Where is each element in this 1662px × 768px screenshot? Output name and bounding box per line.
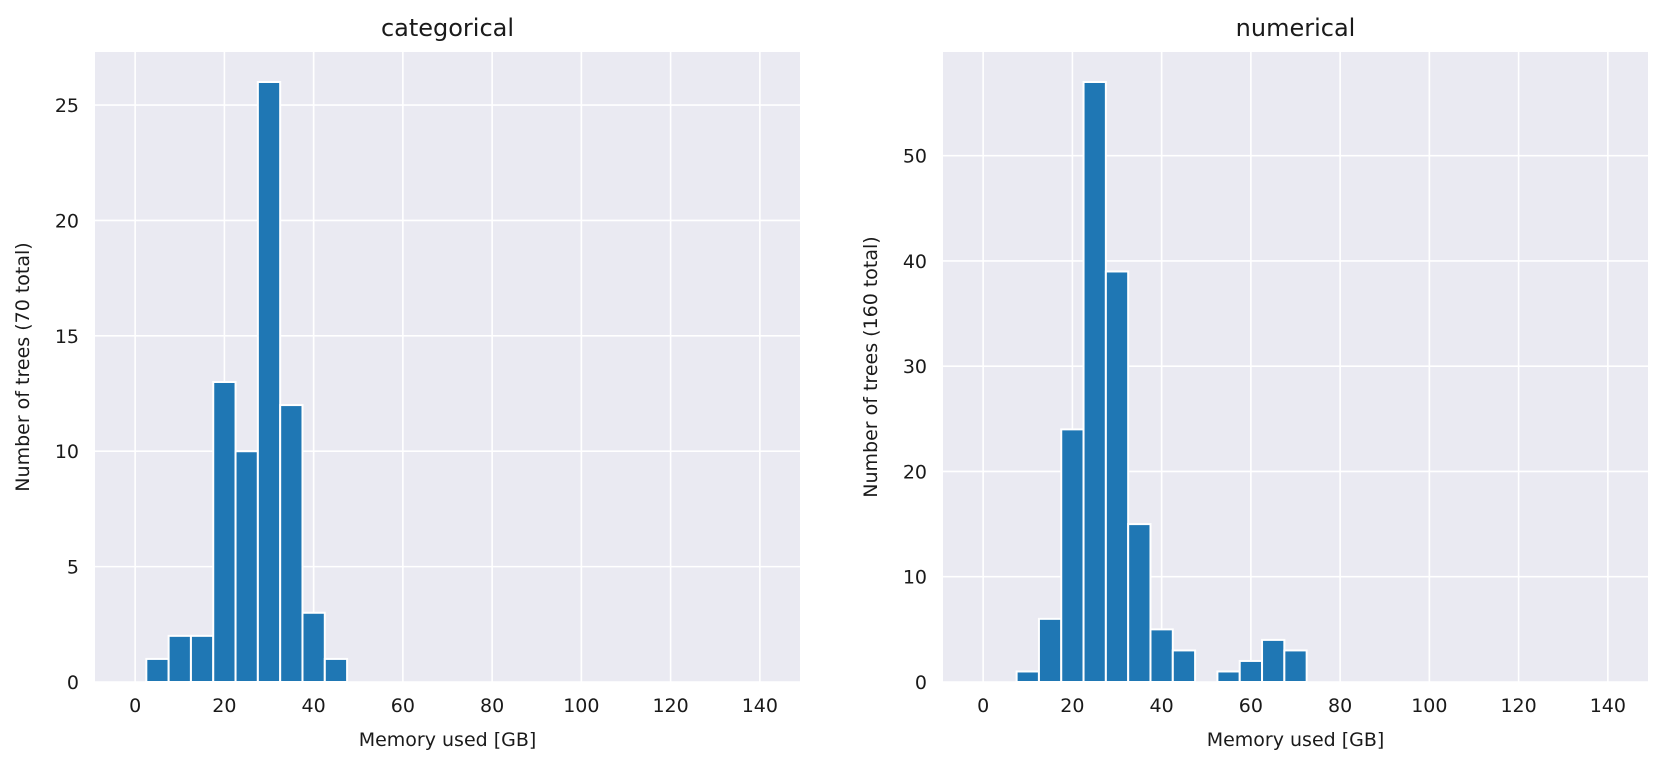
histogram-bar	[212, 381, 237, 683]
chart-panel-numerical: 0 20 40 60 80 100 120 140 0 10 20 30 40 50 numerical…	[860, 14, 1648, 751]
x-tick-label: 40	[302, 695, 326, 717]
histogram-bar	[323, 657, 349, 684]
x-tick-label: 20	[1060, 695, 1084, 717]
y-tick-label: 10	[55, 441, 79, 463]
chart-title: numerical	[1236, 14, 1356, 42]
histogram-bar	[1149, 628, 1174, 683]
x-tick-label: 100	[563, 695, 599, 717]
x-tick-label: 120	[652, 695, 688, 717]
histogram-bar	[1127, 523, 1152, 684]
histogram-bar	[256, 81, 282, 683]
histogram-bar	[145, 657, 170, 684]
y-tick-label: 0	[915, 672, 927, 694]
histogram-bar	[1037, 617, 1063, 683]
x-axis-label: Memory used [GB]	[359, 729, 537, 751]
x-tick-label: 60	[391, 695, 415, 717]
y-tick-labels: 0 5 10 15 20 25	[55, 95, 79, 694]
plot-area	[95, 52, 800, 682]
histogram-bar	[1283, 649, 1308, 684]
x-tick-label: 40	[1150, 695, 1174, 717]
x-tick-label: 100	[1411, 695, 1447, 717]
y-tick-label: 30	[903, 356, 927, 378]
y-tick-label: 25	[55, 95, 79, 117]
y-tick-label: 20	[55, 210, 79, 232]
histogram-bar	[301, 611, 326, 683]
chart-panel-categorical: 0 20 40 60 80 100 120 140 0 5 10 15 20 25 categorica…	[12, 14, 800, 751]
y-tick-label: 0	[67, 672, 79, 694]
x-tick-label: 140	[742, 695, 778, 717]
histogram-bar	[1171, 649, 1197, 684]
y-axis-label: Number of trees (160 total)	[860, 236, 882, 497]
histogram-bar	[1261, 638, 1286, 683]
histogram-bar	[1060, 428, 1085, 683]
y-tick-label: 10	[903, 567, 927, 589]
y-tick-label: 40	[903, 251, 927, 273]
histogram-bar	[234, 450, 259, 683]
x-tick-label: 140	[1590, 695, 1626, 717]
histogram-bar	[1238, 659, 1264, 684]
histogram-bar	[279, 404, 304, 683]
histogram-bar	[1216, 670, 1241, 684]
x-tick-label: 60	[1239, 695, 1263, 717]
histogram-bar	[1082, 81, 1107, 683]
y-tick-label: 5	[67, 557, 79, 579]
histogram-bar	[167, 634, 192, 683]
x-tick-label: 0	[129, 695, 141, 717]
x-tick-label: 120	[1500, 695, 1536, 717]
y-tick-label: 20	[903, 461, 927, 483]
histogram-bars	[145, 81, 349, 684]
y-tick-label: 50	[903, 146, 927, 168]
chart-title: categorical	[381, 14, 514, 42]
x-tick-labels: 0 20 40 60 80 100 120 140	[977, 695, 1626, 717]
histogram-bar	[1104, 270, 1130, 683]
y-axis-label: Number of trees (70 total)	[12, 242, 34, 491]
histogram-bar	[189, 634, 215, 683]
x-tick-labels: 0 20 40 60 80 100 120 140	[129, 695, 778, 717]
x-tick-label: 80	[480, 695, 504, 717]
x-tick-label: 20	[212, 695, 236, 717]
histogram-bar	[1015, 670, 1040, 684]
x-axis-label: Memory used [GB]	[1207, 729, 1385, 751]
x-tick-label: 0	[977, 695, 989, 717]
x-tick-label: 80	[1328, 695, 1352, 717]
y-tick-label: 15	[55, 326, 79, 348]
histogram-bars	[1015, 81, 1308, 684]
y-tick-labels: 0 10 20 30 40 50	[903, 146, 927, 694]
